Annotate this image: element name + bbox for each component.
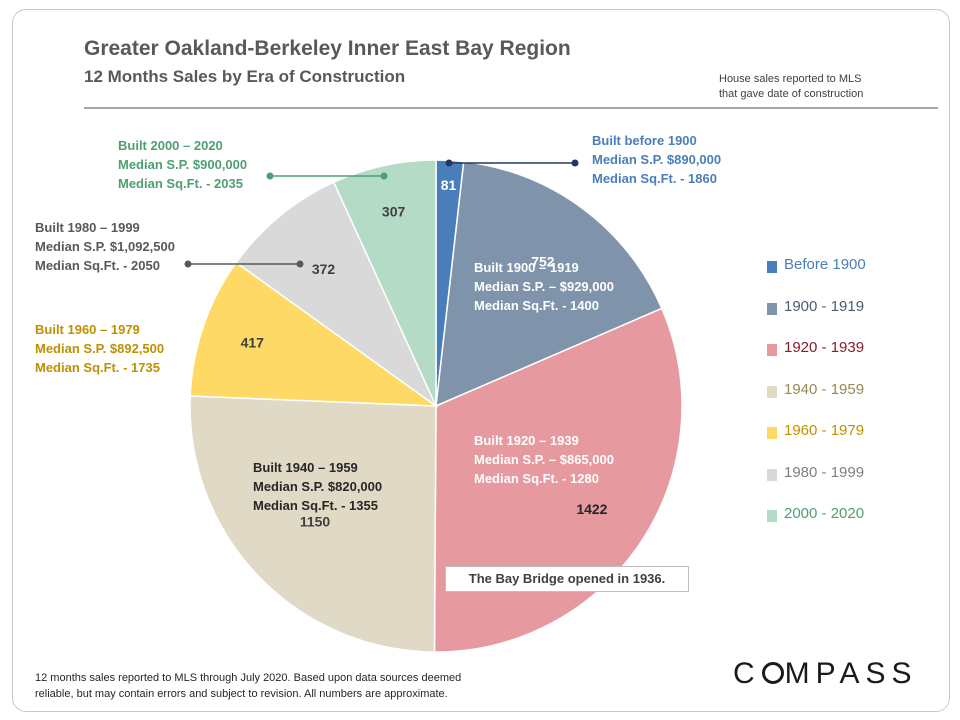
- legend-label: 1940 - 1959: [784, 380, 865, 398]
- era-annotation: Built before 1900 Median S.P. $890,000 Med…: [592, 131, 721, 188]
- legend-label: 1980 - 1999: [784, 463, 865, 481]
- leader-dot: [184, 260, 192, 268]
- era-annotation-line: Median Sq.Ft. - 1280: [474, 471, 599, 486]
- era-annotation-line: Median Sq.Ft. - 2050: [35, 258, 160, 273]
- legend-swatch: [767, 468, 777, 481]
- era-annotation-line: Median S.P. $900,000: [118, 157, 248, 172]
- era-annotation-line: Median Sq.Ft. - 1400: [474, 298, 599, 313]
- bay-bridge-note: The Bay Bridge opened in 1936.: [445, 566, 689, 592]
- era-annotation-line: Built 1980 – 1999: [35, 220, 140, 235]
- pie-slice: [332, 159, 437, 407]
- footer-line: reliable, but may contain errors and sub…: [35, 688, 448, 700]
- leader-dot: [296, 260, 304, 268]
- slice-value-label: 417: [241, 335, 265, 351]
- era-annotation-line: Built 1900 – 1919: [474, 260, 579, 275]
- era-annotation-line: Built 2000 – 2020: [118, 138, 223, 153]
- era-annotation-line: Median S.P. $890,000: [592, 152, 722, 167]
- pie-slice: [435, 160, 663, 408]
- compass-logo: C MPASS: [733, 657, 917, 691]
- legend-swatch: [767, 302, 777, 315]
- era-annotation-line: Median S.P. $1,092,500: [35, 239, 175, 254]
- legend-swatch: [767, 427, 777, 439]
- legend-label: 1920 - 1939: [784, 339, 865, 356]
- footer-disclaimer: 12 months sales reported to MLS through …: [35, 670, 595, 702]
- legend-swatch: [767, 344, 777, 356]
- slice-value-label: 81: [441, 177, 457, 193]
- era-annotation-line: Median S.P. – $929,000: [474, 279, 614, 294]
- legend-swatch: [767, 261, 777, 273]
- data-source-note: House sales reported to MLS that gave da…: [719, 72, 919, 102]
- data-source-note-line: House sales reported to MLS: [719, 73, 862, 85]
- era-annotation: Built 1920 – 1939 Median S.P. – $865,000 M…: [474, 431, 614, 488]
- slice-value-label: 307: [382, 203, 406, 219]
- era-annotation-line: Built 1960 – 1979: [35, 322, 140, 337]
- slice-value-label: 372: [312, 261, 336, 277]
- chart-title: Greater Oakland-Berkeley Inner East Bay …: [84, 37, 571, 60]
- era-annotation-line: Median Sq.Ft. - 2035: [118, 176, 243, 191]
- era-annotation-line: Median Sq.Ft. - 1735: [35, 360, 160, 375]
- legend-label: 1960 - 1979: [784, 422, 865, 439]
- era-annotation-line: Median S.P. $820,000: [253, 479, 383, 494]
- leader-dot: [445, 159, 453, 167]
- era-annotation: Built 1980 – 1999 Median S.P. $1,092,500 M…: [35, 218, 175, 275]
- legend-swatch: [767, 510, 777, 522]
- value-labels: 81 752 1422 1150 417 372 307: [241, 177, 608, 530]
- leader-dot: [380, 172, 388, 180]
- leader-lines: [184, 159, 579, 268]
- era-annotation-line: Built 1940 – 1959: [253, 460, 358, 475]
- pie-slice: [235, 181, 438, 409]
- leader-dot: [571, 159, 579, 167]
- slice-value-label: 1150: [300, 514, 331, 530]
- logo-letter-c: C: [733, 657, 761, 690]
- slice-value-label: 1422: [576, 501, 607, 517]
- era-annotation-line: Median S.P. – $865,000: [474, 452, 614, 467]
- era-annotation: Built 1940 – 1959 Median S.P. $820,000 Med…: [253, 458, 382, 515]
- data-source-note-line: that gave date of construction: [719, 88, 864, 100]
- legend-label: Before 1900: [784, 256, 866, 273]
- logo-letters: MPASS: [784, 657, 918, 690]
- slice-value-label: 752: [531, 254, 555, 270]
- leader-dot: [266, 172, 274, 180]
- legend-label: 2000 - 2020: [784, 505, 865, 522]
- logo-o-ring: [761, 662, 784, 684]
- pie-slice: [189, 261, 439, 407]
- era-annotation-line: Median Sq.Ft. - 1355: [253, 498, 378, 513]
- footer-line: 12 months sales reported to MLS through …: [35, 672, 462, 684]
- era-annotation: Built 1960 – 1979 Median S.P. $892,500 Med…: [35, 320, 164, 377]
- era-annotation-line: Median Sq.Ft. - 1860: [592, 171, 717, 186]
- era-annotation-line: Built 1920 – 1939: [474, 433, 579, 448]
- era-annotation: Built 2000 – 2020 Median S.P. $900,000 Med…: [118, 136, 247, 193]
- era-annotation: Built 1900 – 1919 Median S.P. – $929,000 M…: [474, 258, 614, 315]
- legend-swatch: [767, 385, 777, 398]
- pie-slice: [189, 395, 437, 653]
- era-annotation-line: Built before 1900: [592, 133, 697, 148]
- chart-subtitle: 12 Months Sales by Era of Construction: [84, 67, 406, 86]
- era-annotation-line: Median S.P. $892,500: [35, 341, 165, 356]
- legend-label: 1900 - 1919: [784, 297, 865, 315]
